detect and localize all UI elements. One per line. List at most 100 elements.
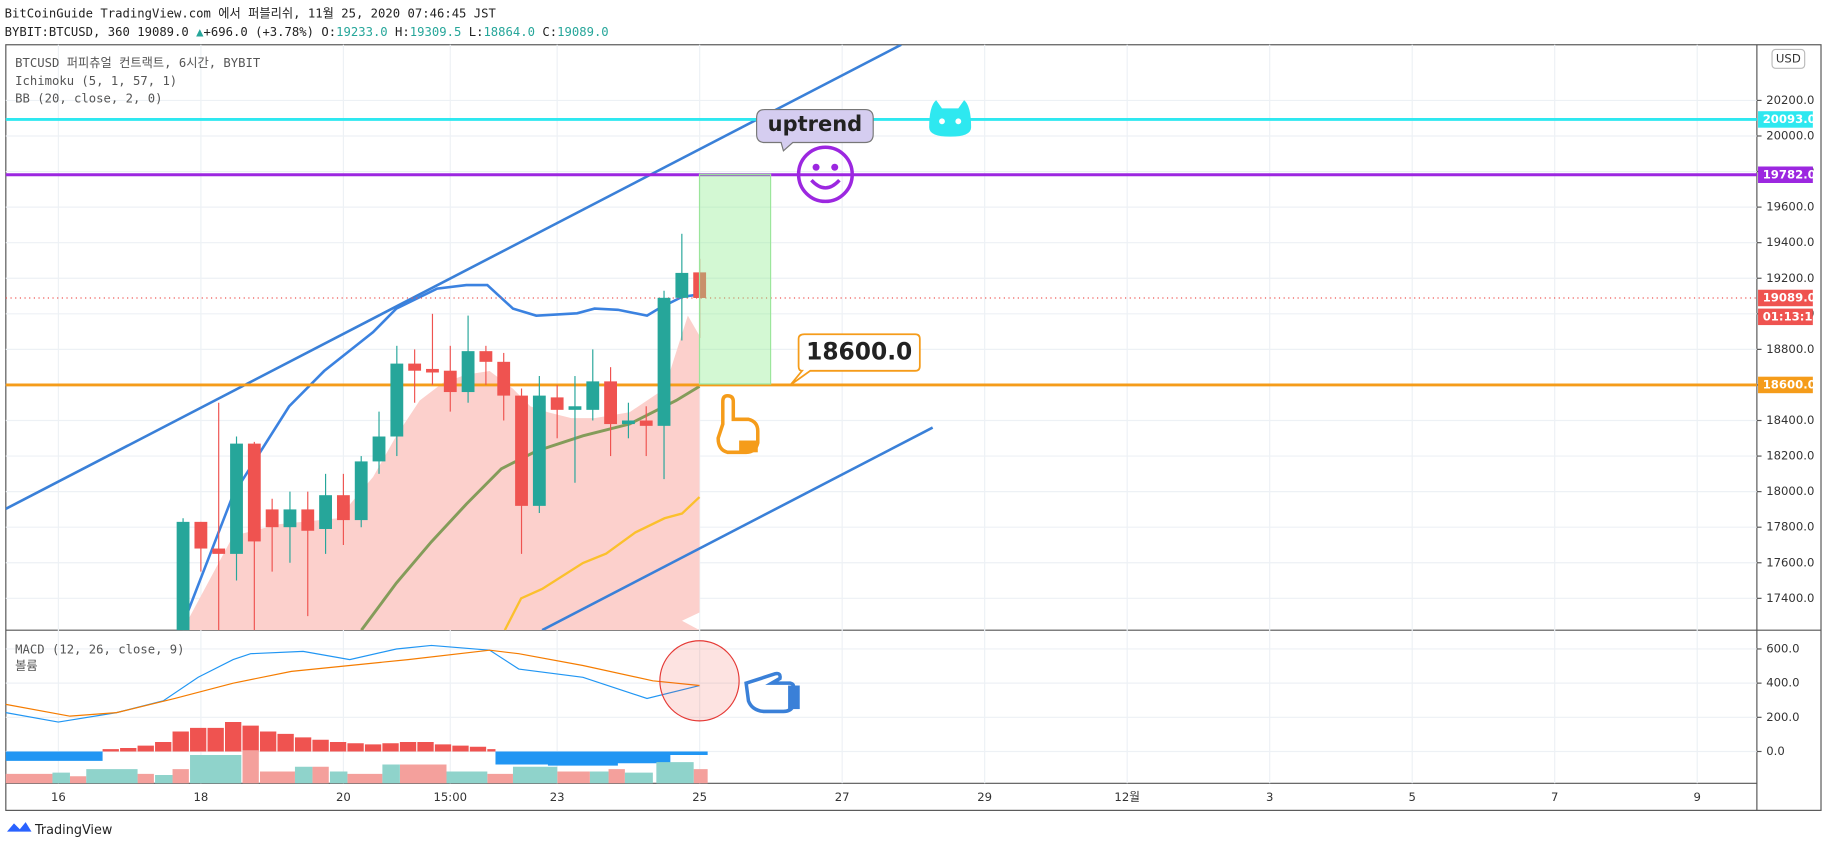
ohlc-value: 19089.0 [557,24,609,38]
countdown: 01:13:16 [1763,309,1821,323]
price-tag [1758,111,1813,128]
macd-hist-neg [5,751,708,766]
ohlc-label: H: [395,24,410,38]
signal-line [5,649,700,717]
candle-body [639,420,653,426]
y-tick-label: 0.0 [1766,744,1785,758]
candle-body [372,436,386,462]
currency-box [1771,48,1806,69]
price-tag-label: 19089.0 [1763,290,1816,304]
chart-title: BTCUSD 퍼피츄얼 컨트랙트, 6시간, BYBIT [15,56,261,70]
grid [5,44,1757,784]
candle-body [443,370,457,393]
price-tag [1758,289,1813,307]
candle-body [283,509,297,528]
change-arrow: ▲ [196,24,204,38]
uptrend-callout: uptrend [756,108,874,152]
volume-label: 볼륨 [15,659,38,673]
candle-body [247,443,261,542]
y-tick-label: 19600.0 [1766,200,1814,214]
price-tag-label: 20093.0 [1763,112,1816,126]
symbol: BYBIT:BTCUSD, 360 [5,24,130,38]
candle-body [194,521,208,549]
frame [5,44,1822,811]
y-tick-label: 18000.0 [1766,484,1814,498]
trend-lower [541,426,934,631]
ohlc-value: 19309.5 [410,24,462,38]
y-tick-label: 17400.0 [1766,591,1814,605]
y-tick-label: 17600.0 [1766,555,1814,569]
hand-icon-blue [744,671,800,714]
price-tag-label: 19782.0 [1763,167,1816,181]
macd-line [5,644,700,723]
volume-down [5,750,708,784]
indicator-label: Ichimoku (5, 1, 57, 1) [15,74,177,88]
ichimoku-line [503,496,701,631]
ohlc-label: O: [321,24,336,38]
price-tag-label: 18600.0 [1763,377,1816,391]
x-tick-label: 5 [1408,790,1415,804]
uptrend-label: uptrend [768,111,862,136]
candle-body [319,495,332,529]
candle-body [265,509,279,528]
candle-body [176,521,190,631]
footer: TradingView [34,823,112,838]
currency: USD [1776,51,1801,65]
candle-body [212,548,226,554]
candles [176,233,707,631]
x-tick-label: 9 [1694,790,1701,804]
candle-body [550,397,564,410]
x-tick-label: 18 [193,790,208,804]
smiley-icon [796,145,854,204]
highlight-circle [659,640,740,722]
candle-body [621,420,635,425]
candle-body [675,272,689,298]
y-tick-label: 19400.0 [1766,235,1814,249]
price-tag [1758,166,1813,183]
ohlc-value: 18864.0 [483,24,535,38]
candle-body [426,368,439,373]
candle-body [532,395,546,506]
x-tick-label: 20 [336,790,351,804]
header-line: BitCoinGuide TradingView.com 에서 퍼블리쉬, 11… [5,7,497,21]
y-tick-label: 600.0 [1766,641,1799,655]
x-tick-label: 12월 [1114,790,1140,804]
macd-hist-pos [102,722,496,752]
x-tick-label: 15:00 [433,790,467,804]
target-callout: 18600.0 [789,333,921,386]
candle-body [515,395,528,506]
price-tag [1758,376,1813,394]
logo [6,822,32,832]
candle-body [336,495,350,521]
candle-body [301,509,315,531]
candle-body [390,363,404,437]
y-tick-label: 19200.0 [1766,271,1814,285]
change: +696.0 (+3.78%) [204,24,314,38]
x-tick-label: 25 [692,790,707,804]
candle-body [497,361,511,396]
y-tick-label: 400.0 [1766,676,1799,690]
cat-icon [929,100,972,137]
countdown-box [1758,308,1813,326]
candle-body [354,461,368,521]
levels [5,117,1757,387]
volume-up [52,755,694,784]
y-tick-label: 20200.0 [1766,93,1814,107]
candle-body [586,381,600,410]
header-symbol: BYBIT:BTCUSD, 360 19089.0 ▲+696.0 (+3.78… [5,24,609,38]
trend-upper [5,44,902,510]
callout-box [789,333,921,386]
target-zone [698,173,772,385]
ohlc-value: 19233.0 [336,24,388,38]
candle-body [479,351,493,362]
candle-body [657,297,671,426]
x-tick-label: 3 [1266,790,1273,804]
y-tick-label: 20000.0 [1766,128,1814,142]
candle-body [408,363,422,371]
bb-upper [181,283,700,625]
y-tick-label: 18800.0 [1766,342,1814,356]
macd-title: MACD (12, 26, close, 9) [15,643,184,657]
candle-body [568,406,582,410]
candle-body [230,443,243,554]
